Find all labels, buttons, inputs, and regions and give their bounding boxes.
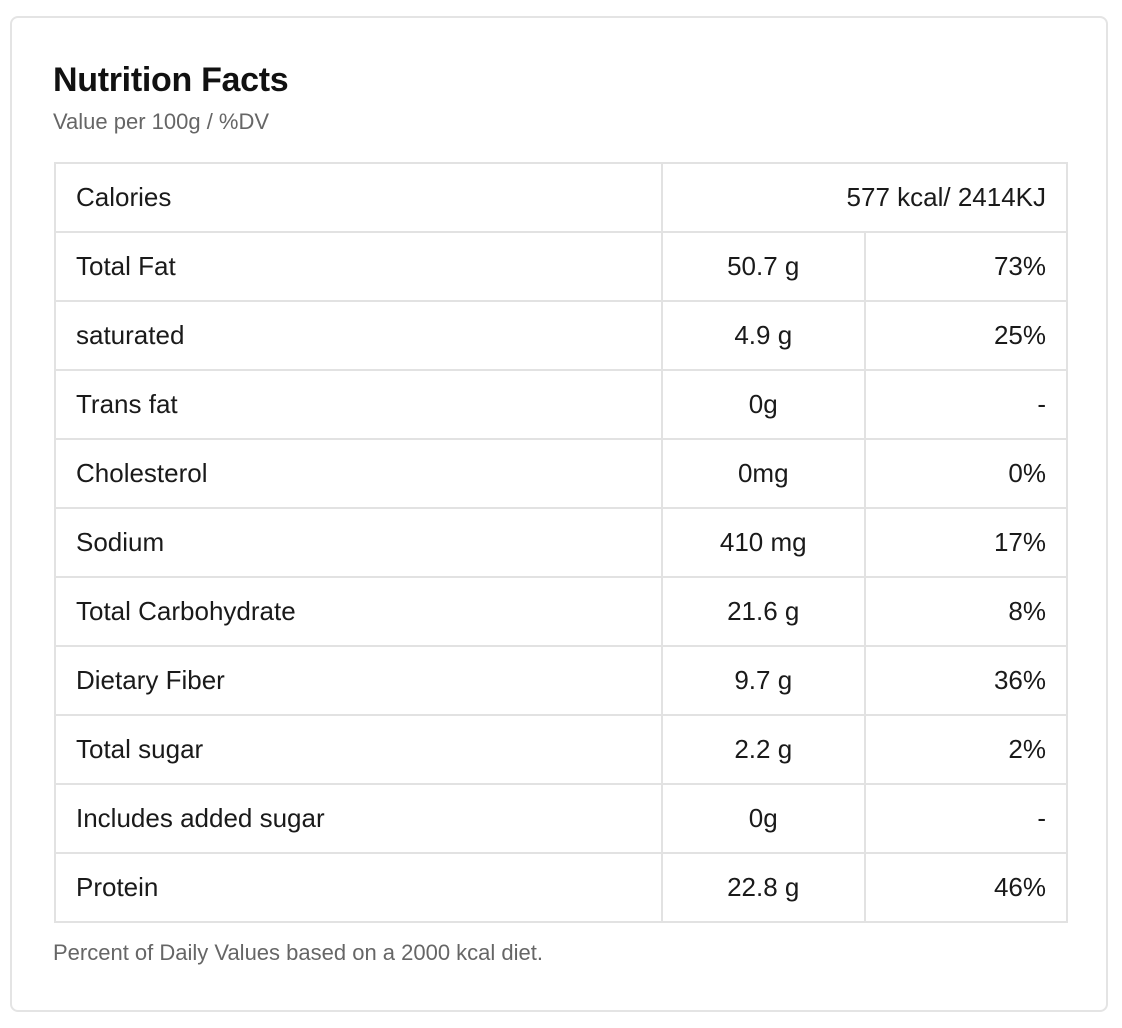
nutrient-amount: 9.7 g bbox=[661, 645, 866, 716]
table-row: Includes added sugar 0g - bbox=[54, 783, 1068, 854]
nutrient-daily-value: 73% bbox=[863, 231, 1068, 302]
nutrient-label: Dietary Fiber bbox=[54, 645, 663, 716]
nutrition-table: Calories 577 kcal/ 2414KJ Total Fat 50.7… bbox=[54, 162, 1068, 923]
nutrient-amount: 0g bbox=[661, 783, 866, 854]
nutrition-facts-card: Nutrition Facts Value per 100g / %DV Cal… bbox=[10, 16, 1108, 1012]
nutrient-label: Protein bbox=[54, 852, 663, 923]
nutrient-amount: 4.9 g bbox=[661, 300, 866, 371]
nutrient-label: Total Fat bbox=[54, 231, 663, 302]
nutrient-label: Total sugar bbox=[54, 714, 663, 785]
table-row: Total Carbohydrate 21.6 g 8% bbox=[54, 576, 1068, 647]
nutrient-daily-value: 8% bbox=[863, 576, 1068, 647]
nutrition-table-body: Calories 577 kcal/ 2414KJ Total Fat 50.7… bbox=[54, 162, 1068, 923]
nutrient-label: Total Carbohydrate bbox=[54, 576, 663, 647]
nutrient-daily-value: 0% bbox=[863, 438, 1068, 509]
nutrient-daily-value: 46% bbox=[863, 852, 1068, 923]
nutrient-daily-value: - bbox=[863, 783, 1068, 854]
nutrient-label: Trans fat bbox=[54, 369, 663, 440]
nutrient-amount: 0mg bbox=[661, 438, 866, 509]
nutrient-amount: 21.6 g bbox=[661, 576, 866, 647]
subtitle: Value per 100g / %DV bbox=[53, 109, 270, 134]
nutrient-daily-value: 36% bbox=[863, 645, 1068, 716]
calories-value: 577 kcal/ 2414KJ bbox=[661, 162, 1068, 233]
nutrient-daily-value: 25% bbox=[863, 300, 1068, 371]
nutrient-label: Sodium bbox=[54, 507, 663, 578]
daily-value-footnote: Percent of Daily Values based on a 2000 … bbox=[53, 940, 544, 965]
nutrient-amount: 410 mg bbox=[661, 507, 866, 578]
nutrient-label: Includes added sugar bbox=[54, 783, 663, 854]
table-row: Dietary Fiber 9.7 g 36% bbox=[54, 645, 1068, 716]
calories-label: Calories bbox=[54, 162, 663, 233]
table-row: Total sugar 2.2 g 2% bbox=[54, 714, 1068, 785]
table-row: Cholesterol 0mg 0% bbox=[54, 438, 1068, 509]
nutrient-amount: 22.8 g bbox=[661, 852, 866, 923]
nutrient-daily-value: 17% bbox=[863, 507, 1068, 578]
nutrient-amount: 0g bbox=[661, 369, 866, 440]
nutrient-daily-value: - bbox=[863, 369, 1068, 440]
table-row: Total Fat 50.7 g 73% bbox=[54, 231, 1068, 302]
table-row: saturated 4.9 g 25% bbox=[54, 300, 1068, 371]
nutrient-amount: 2.2 g bbox=[661, 714, 866, 785]
table-row-calories: Calories 577 kcal/ 2414KJ bbox=[54, 162, 1068, 233]
table-row: Sodium 410 mg 17% bbox=[54, 507, 1068, 578]
nutrient-daily-value: 2% bbox=[863, 714, 1068, 785]
nutrient-label: saturated bbox=[54, 300, 663, 371]
nutrient-amount: 50.7 g bbox=[661, 231, 866, 302]
table-row: Trans fat 0g - bbox=[54, 369, 1068, 440]
table-row: Protein 22.8 g 46% bbox=[54, 852, 1068, 923]
page-title: Nutrition Facts bbox=[53, 61, 289, 99]
nutrient-label: Cholesterol bbox=[54, 438, 663, 509]
